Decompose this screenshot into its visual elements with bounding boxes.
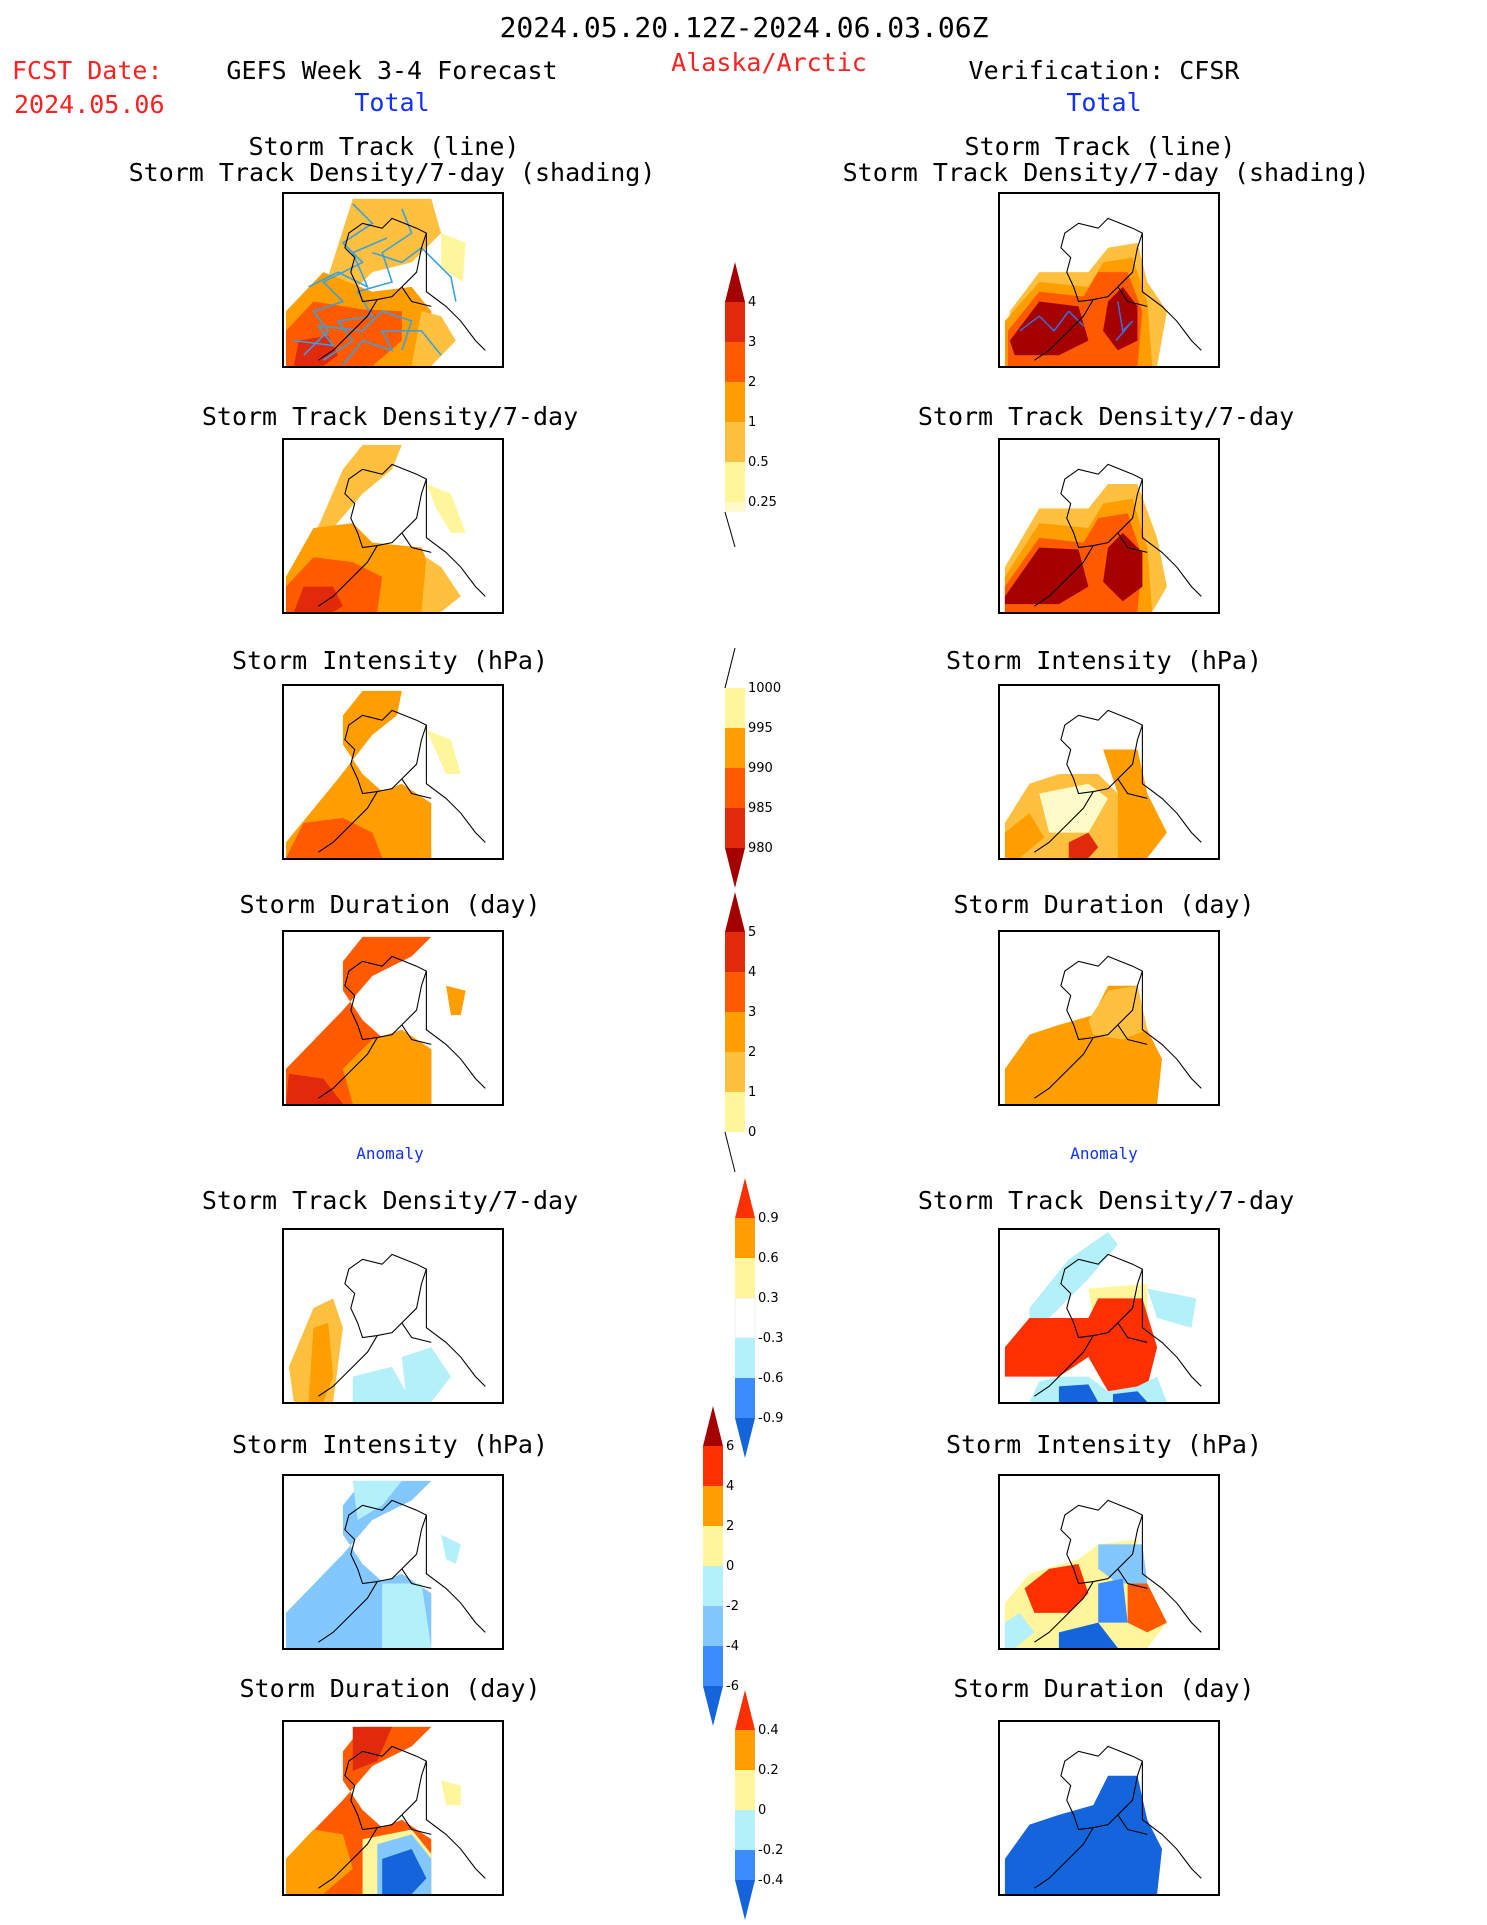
total-label-right: Total <box>1066 88 1142 117</box>
title-track-density-shading-right: Storm Track Density/7-day (shading) <box>842 158 1370 187</box>
map-density-gefs <box>282 438 504 614</box>
map-intensity-cfsr <box>998 684 1220 860</box>
map-duration-anom-cfsr <box>998 1720 1220 1896</box>
map-track-density-gefs <box>282 192 504 368</box>
verification-title: Verification: CFSR <box>968 56 1240 85</box>
cb-duration-anom-label: -0.4 <box>758 1873 783 1888</box>
cb-duration-label: 0 <box>748 1125 756 1140</box>
cb-intensity-anom-label: 2 <box>726 1519 734 1534</box>
cb-intensity-anom-label: -2 <box>726 1599 739 1614</box>
cb-intensity-anom-label: -4 <box>726 1639 739 1654</box>
cb-density-label: 0.25 <box>748 495 777 510</box>
cb-density-anom-label: 0.9 <box>758 1211 779 1226</box>
colorbar-intensity: 1000 995 990 985 980 <box>724 648 781 888</box>
colorbar-density-anomaly: 0.9 0.6 0.3 -0.3 -0.6 -0.9 <box>734 1178 783 1458</box>
region-title: Alaska/Arctic <box>671 48 867 77</box>
cb-duration-anom-label: 0.2 <box>758 1763 779 1778</box>
total-label-left: Total <box>354 88 430 117</box>
cb-density-anom-label: -0.6 <box>758 1371 783 1386</box>
anomaly-label-right: Anomaly <box>1070 1144 1138 1163</box>
cb-duration-label: 5 <box>748 925 756 940</box>
map-duration-gefs <box>282 930 504 1106</box>
cb-duration-label: 1 <box>748 1085 756 1100</box>
title-duration-anom-right: Storm Duration (day) <box>953 1674 1255 1703</box>
model-title: GEFS Week 3-4 Forecast <box>226 56 558 85</box>
cb-density-label: 0.5 <box>748 455 769 470</box>
title-intensity-right: Storm Intensity (hPa) <box>945 646 1263 675</box>
cb-intensity-label: 995 <box>748 721 773 736</box>
cb-density-anom-label: -0.9 <box>758 1411 783 1426</box>
fcst-date-value: 2024.05.06 <box>14 90 165 119</box>
cb-intensity-anom-label: 4 <box>726 1479 734 1494</box>
title-track-density-anom-right: Storm Track Density/7-day <box>917 1186 1295 1215</box>
cb-intensity-anom-label: 0 <box>726 1559 734 1574</box>
title-duration-left: Storm Duration (day) <box>239 890 541 919</box>
map-intensity-anom-gefs <box>282 1474 504 1650</box>
map-density-anom-cfsr <box>998 1228 1220 1404</box>
colorbar-duration: 5 4 3 2 1 0 <box>724 892 756 1172</box>
title-intensity-anom-right: Storm Intensity (hPa) <box>945 1430 1263 1459</box>
cb-density-anom-label: 0.3 <box>758 1291 779 1306</box>
title-intensity-left: Storm Intensity (hPa) <box>231 646 549 675</box>
cb-duration-label: 2 <box>748 1045 756 1060</box>
colorbar-duration-anomaly: 0.4 0.2 0 -0.2 -0.4 <box>735 1690 783 1920</box>
cb-density-anom-label: -0.3 <box>758 1331 783 1346</box>
period-title: 2024.05.20.12Z-2024.06.03.06Z <box>499 11 989 44</box>
cb-intensity-label: 980 <box>748 841 773 856</box>
map-intensity-gefs <box>282 684 504 860</box>
title-duration-anom-left: Storm Duration (day) <box>239 1674 541 1703</box>
fcst-date-label: FCST Date: <box>12 56 163 85</box>
title-track-density-shading-left: Storm Track Density/7-day (shading) <box>128 158 656 187</box>
title-track-density-anom-left: Storm Track Density/7-day <box>201 1186 579 1215</box>
cb-density-label: 1 <box>748 415 756 430</box>
title-track-density-left: Storm Track Density/7-day <box>201 402 579 431</box>
title-intensity-anom-left: Storm Intensity (hPa) <box>231 1430 549 1459</box>
map-density-anom-gefs <box>282 1228 504 1404</box>
cb-intensity-label: 990 <box>748 761 773 776</box>
cb-duration-label: 4 <box>748 965 756 980</box>
title-track-line-right: Storm Track (line) <box>964 132 1236 161</box>
map-density-cfsr <box>998 438 1220 614</box>
anomaly-label-left: Anomaly <box>356 1144 424 1163</box>
title-track-density-right: Storm Track Density/7-day <box>917 402 1295 431</box>
cb-density-label: 2 <box>748 375 756 390</box>
cb-duration-anom-label: 0.4 <box>758 1723 779 1738</box>
cb-density-label: 3 <box>748 335 756 350</box>
map-track-density-cfsr <box>998 192 1220 368</box>
cb-duration-anom-label: -0.2 <box>758 1843 783 1858</box>
cb-intensity-anom-label: 6 <box>726 1439 734 1454</box>
colorbar-density: 4 3 2 1 0.5 0.25 <box>724 262 777 547</box>
cb-density-label: 4 <box>748 295 756 310</box>
map-duration-anom-gefs <box>282 1720 504 1896</box>
cb-intensity-label: 985 <box>748 801 773 816</box>
cb-intensity-label: 1000 <box>748 681 781 696</box>
cb-duration-label: 3 <box>748 1005 756 1020</box>
colorbar-intensity-anomaly: 6 4 2 0 -2 -4 -6 <box>703 1406 739 1726</box>
cb-density-anom-label: 0.6 <box>758 1251 779 1266</box>
map-duration-cfsr <box>998 930 1220 1106</box>
title-duration-right: Storm Duration (day) <box>953 890 1255 919</box>
cb-duration-anom-label: 0 <box>758 1803 766 1818</box>
title-track-line-left: Storm Track (line) <box>248 132 520 161</box>
cb-intensity-anom-label: -6 <box>726 1679 739 1694</box>
map-intensity-anom-cfsr <box>998 1474 1220 1650</box>
